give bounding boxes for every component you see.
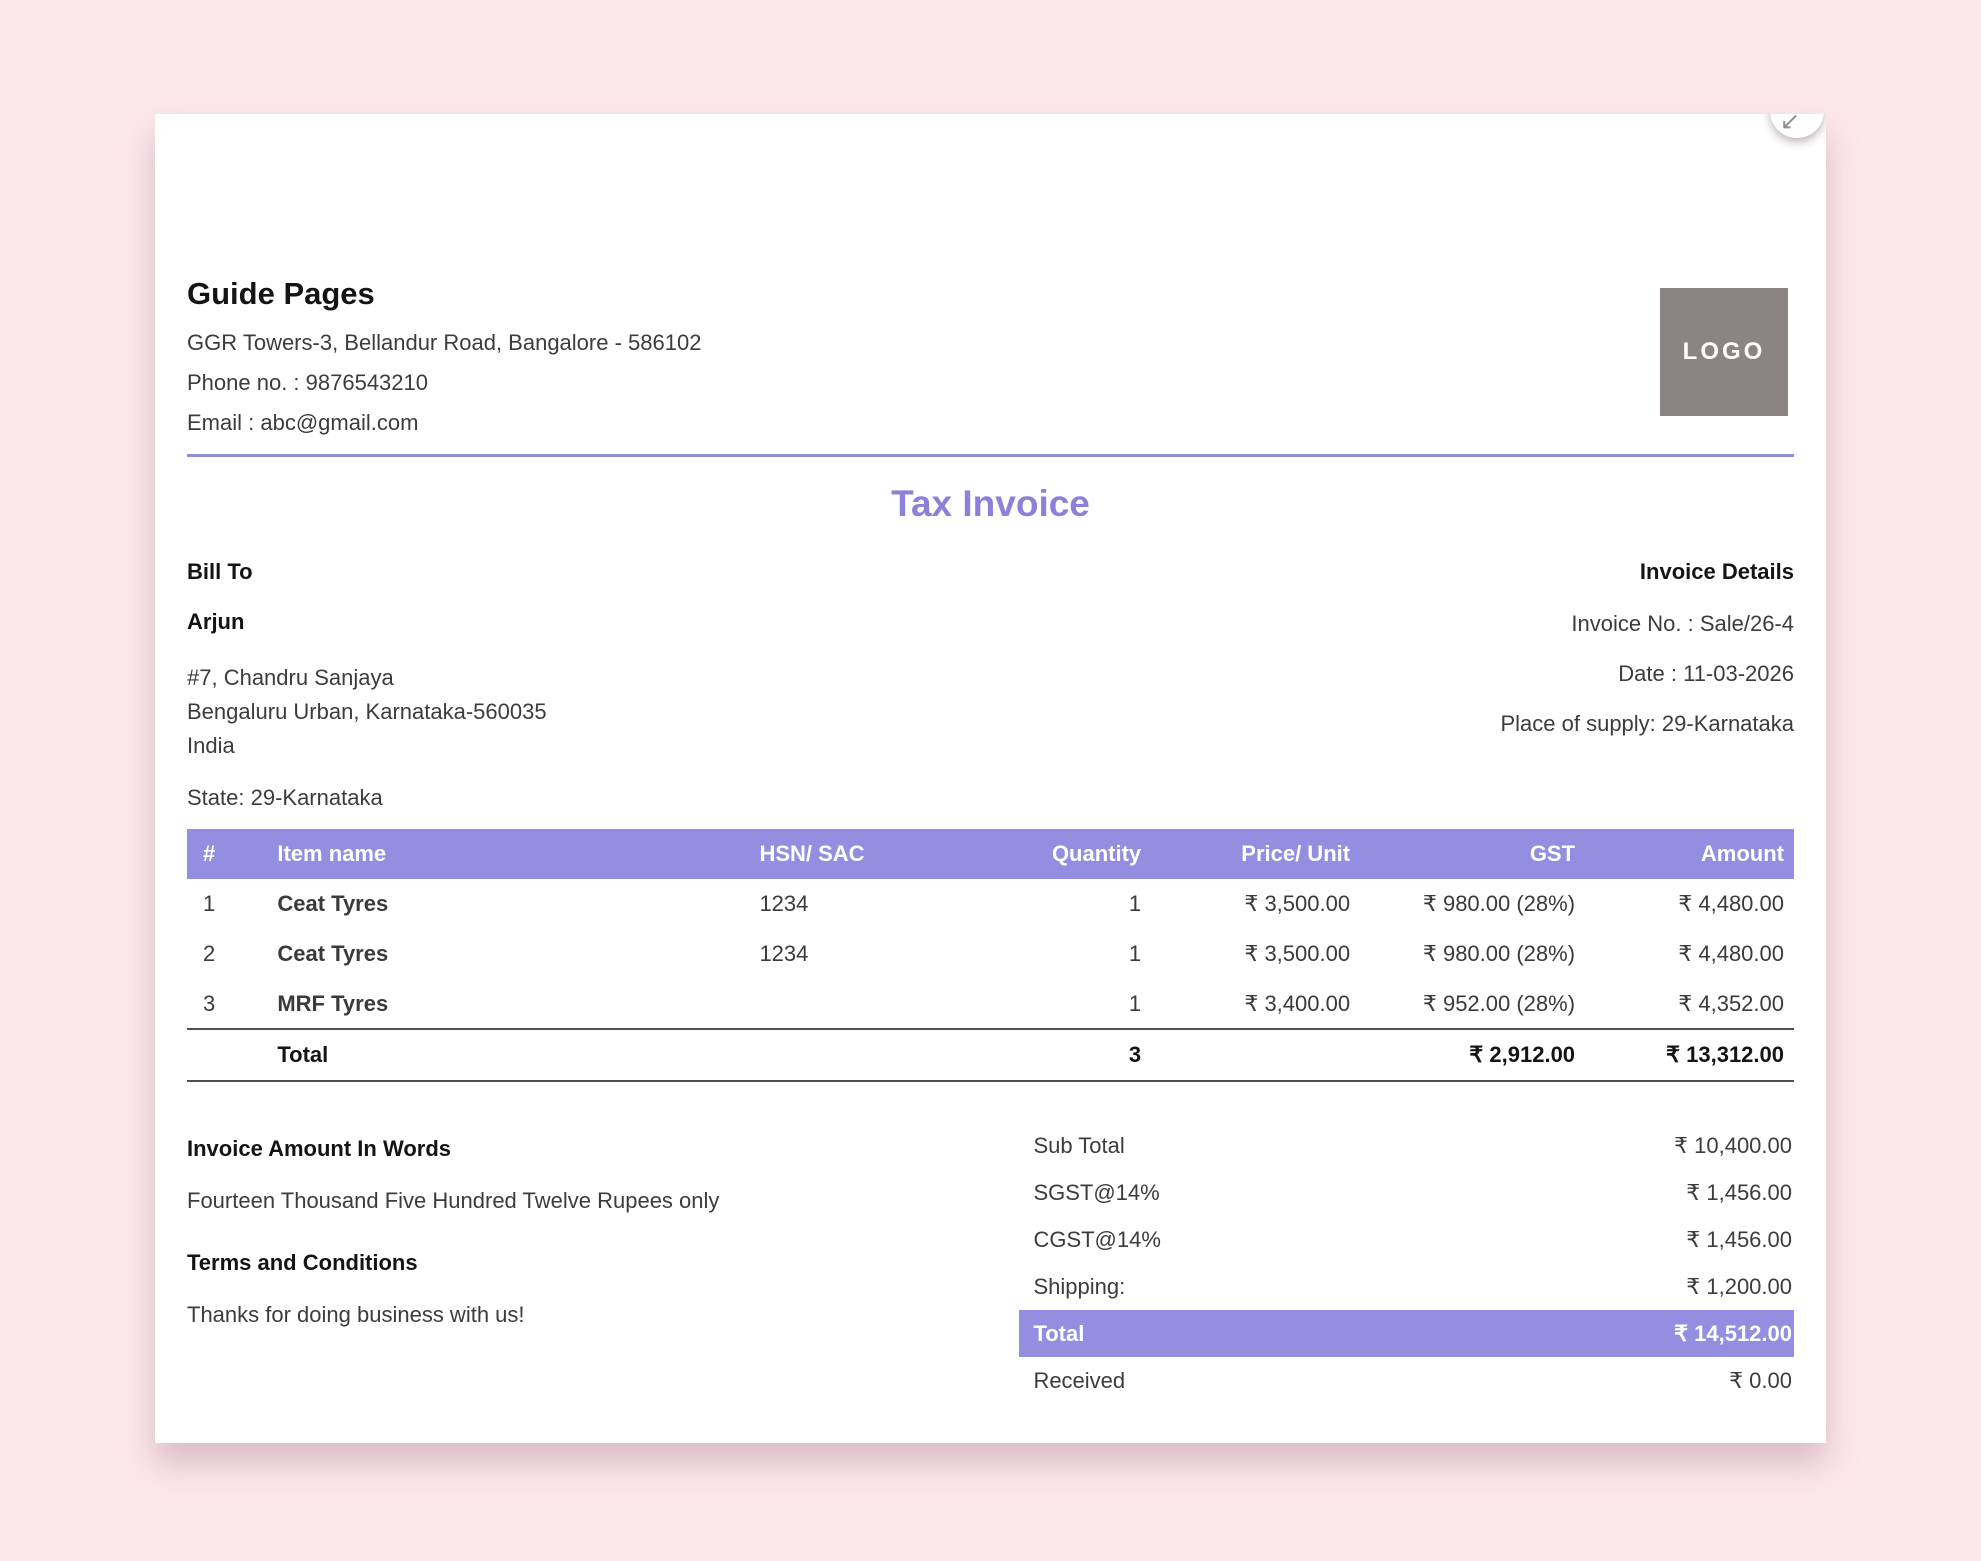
table-row: 1 Ceat Tyres 1234 1 ₹ 3,500.00 ₹ 980.00 … [187,879,1794,929]
row-amount: ₹ 4,480.00 [1678,941,1784,967]
summary-label: Sub Total [1033,1132,1125,1158]
row-gst: ₹ 980.00 (28%) [1422,941,1576,967]
terms-text: Thanks for doing business with us! [187,1302,525,1328]
row-item-name: Ceat Tyres [277,891,389,917]
items-table-header: # Item name HSN/ SAC Quantity Price/ Uni… [187,829,1794,880]
summary-value: ₹ 1,456.00 [1686,1226,1792,1252]
summary-row: Shipping: ₹ 1,200.00 [1019,1263,1794,1310]
invoice-number: Invoice No. : Sale/26-4 [1571,611,1794,636]
column-header-amount: Amount [1585,829,1794,880]
row-sno: 2 [203,941,216,967]
logo-text: LOGO [1682,338,1766,365]
total-quantity: 3 [1006,1028,1152,1083]
customer-address-line3: India [187,733,235,759]
column-header-sno: # [187,829,268,880]
row-hsn [749,979,1006,1029]
bill-to-heading: Bill To [187,559,253,584]
customer-name: Arjun [187,609,245,634]
invoice-date: Date : 11-03-2026 [1618,661,1794,686]
grand-total-row: Total ₹ 14,512.00 [1019,1310,1794,1358]
company-email: Email : abc@gmail.com [187,410,419,435]
row-quantity: 1 [1128,891,1142,917]
document-title: Tax Invoice [891,483,1090,524]
bill-to-block: Bill To Arjun #7, Chandru Sanjaya Bengal… [187,559,547,811]
row-hsn: 1234 [759,891,809,917]
column-header-item-name: Item name [267,829,750,880]
invoice-details-heading: Invoice Details [1639,559,1794,584]
total-amount: ₹ 13,312.00 [1585,1028,1794,1083]
company-header: Guide Pages GGR Towers-3, Bellandur Road… [187,276,1794,436]
row-amount: ₹ 4,480.00 [1678,891,1784,917]
summary-value: ₹ 10,400.00 [1674,1132,1792,1158]
total-gst: ₹ 2,912.00 [1360,1028,1586,1083]
summary-value: ₹ 1,200.00 [1686,1273,1792,1299]
column-header-gst: GST [1360,829,1586,880]
place-of-supply: Place of supply: 29-Karnataka [1500,711,1794,736]
received-label: Received [1033,1367,1126,1393]
row-item-name: Ceat Tyres [277,941,389,967]
row-sno: 3 [203,990,216,1016]
notes-block: Invoice Amount In Words Fourteen Thousan… [187,1122,991,1404]
total-label: Total [267,1028,750,1083]
header-divider [187,454,1794,457]
received-value: ₹ 0.00 [1729,1367,1792,1393]
amount-in-words-text: Fourteen Thousand Five Hundred Twelve Ru… [187,1188,720,1214]
table-row: 2 Ceat Tyres 1234 1 ₹ 3,500.00 ₹ 980.00 … [187,929,1794,979]
grand-total-label: Total [1033,1320,1085,1346]
grand-total-value: ₹ 14,512.00 [1674,1320,1792,1346]
row-gst: ₹ 980.00 (28%) [1422,891,1576,917]
row-quantity: 1 [1128,941,1142,967]
collapse-arrow-icon[interactable]: ↙ [1779,114,1800,135]
summary-label: SGST@14% [1033,1179,1160,1205]
table-total-row: Total 3 ₹ 2,912.00 ₹ 13,312.00 [187,1028,1794,1083]
bottom-section: Invoice Amount In Words Fourteen Thousan… [187,1122,1794,1404]
summary-row: CGST@14% ₹ 1,456.00 [1019,1216,1794,1263]
summary-row: Sub Total ₹ 10,400.00 [1019,1122,1794,1169]
customer-address-line1: #7, Chandru Sanjaya [187,665,394,690]
row-hsn: 1234 [759,941,809,967]
row-price: ₹ 3,500.00 [1244,891,1351,917]
terms-heading: Terms and Conditions [187,1250,418,1276]
company-address: GGR Towers-3, Bellandur Road, Bangalore … [187,330,702,355]
column-header-price-unit: Price/ Unit [1151,829,1361,880]
row-item-name: MRF Tyres [277,990,389,1016]
customer-address-line2: Bengaluru Urban, Karnataka-560035 [187,699,547,725]
received-row: Received ₹ 0.00 [1019,1357,1794,1404]
totals-block: Sub Total ₹ 10,400.00 SGST@14% ₹ 1,456.0… [1019,1122,1794,1404]
row-quantity: 1 [1128,990,1142,1016]
invoice-details-block: Invoice Details Invoice No. : Sale/26-4 … [1500,559,1794,761]
summary-label: Shipping: [1033,1273,1126,1299]
summary-value: ₹ 1,456.00 [1686,1179,1792,1205]
row-gst: ₹ 952.00 (28%) [1422,990,1576,1016]
company-name: Guide Pages [187,276,375,311]
customer-state: State: 29-Karnataka [187,785,383,811]
row-sno: 1 [203,891,216,917]
table-row: 3 MRF Tyres 1 ₹ 3,400.00 ₹ 952.00 (28%) … [187,979,1794,1029]
summary-label: CGST@14% [1033,1226,1161,1252]
amount-in-words-heading: Invoice Amount In Words [187,1136,452,1162]
company-phone: Phone no. : 9876543210 [187,370,429,395]
column-header-quantity: Quantity [1006,829,1152,880]
meta-section: Bill To Arjun #7, Chandru Sanjaya Bengal… [187,559,1794,811]
items-table: # Item name HSN/ SAC Quantity Price/ Uni… [187,829,1794,1083]
row-amount: ₹ 4,352.00 [1678,990,1784,1016]
company-logo: LOGO [1660,288,1788,416]
summary-row: SGST@14% ₹ 1,456.00 [1019,1169,1794,1216]
row-price: ₹ 3,400.00 [1244,990,1351,1016]
row-price: ₹ 3,500.00 [1244,941,1351,967]
invoice-card: ↙ Guide Pages GGR Towers-3, Bellandur Ro… [155,114,1826,1443]
column-header-hsn-sac: HSN/ SAC [749,829,1007,880]
